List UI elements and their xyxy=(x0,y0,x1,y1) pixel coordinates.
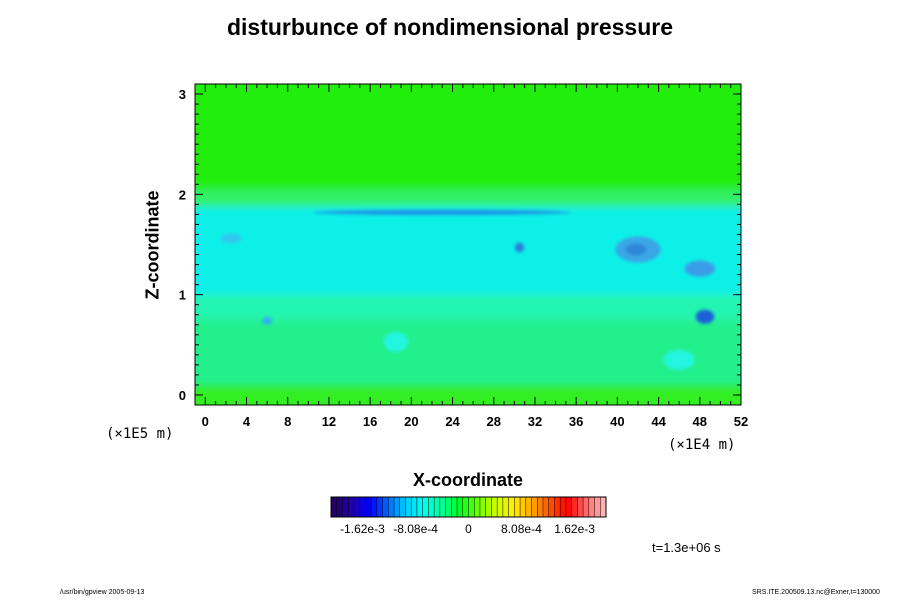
x-tick-label: 4 xyxy=(243,414,251,429)
colorbar-cell xyxy=(342,497,349,517)
colorbar-tick-label: 8.08e-4 xyxy=(501,522,542,536)
colorbar-cell xyxy=(353,497,360,517)
colorbar-cell xyxy=(451,497,458,517)
colorbar-cell xyxy=(474,497,481,517)
x-tick-label: 32 xyxy=(528,414,542,429)
colorbar-cell xyxy=(508,497,515,517)
colorbar-cell xyxy=(571,497,578,517)
colorbar-cell xyxy=(422,497,429,517)
field-feature xyxy=(261,316,273,325)
colorbar-cell xyxy=(594,497,601,517)
colorbar-cell xyxy=(548,497,555,517)
colorbar-cell xyxy=(514,497,521,517)
x-tick-label: 40 xyxy=(610,414,624,429)
colorbar-cell xyxy=(577,497,584,517)
colorbar-cell xyxy=(520,497,527,517)
field-feature xyxy=(313,209,572,215)
colorbar-cell xyxy=(371,497,378,517)
x-axis-unit: (×1E4 m) xyxy=(668,437,736,453)
colorbar-tick-label: -8.08e-4 xyxy=(393,522,438,536)
colorbar-cell xyxy=(479,497,486,517)
x-tick-label: 20 xyxy=(404,414,418,429)
footer-source: SRS.ITE.200509.13.nc@Exner,t=130000 xyxy=(752,589,880,596)
colorbar-cell xyxy=(565,497,572,517)
y-tick-label: 2 xyxy=(179,187,186,202)
colorbar-cell xyxy=(416,497,423,517)
field-feature xyxy=(684,260,716,277)
x-tick-label: 28 xyxy=(487,414,501,429)
colorbar-cell xyxy=(485,497,492,517)
field-feature xyxy=(220,233,242,244)
colorbar-cell xyxy=(336,497,343,517)
field-feature xyxy=(625,243,647,256)
colorbar-cell xyxy=(537,497,544,517)
x-tick-label: 48 xyxy=(693,414,707,429)
field-band xyxy=(195,384,741,405)
colorbar-cell xyxy=(497,497,504,517)
x-tick-label: 8 xyxy=(284,414,291,429)
field-band xyxy=(195,84,741,190)
colorbar-cell xyxy=(428,497,435,517)
colorbar-tick-label: 1.62e-3 xyxy=(554,522,595,536)
footer-command: /usr/bin/gpview 2005-09-13 xyxy=(60,589,145,596)
colorbar-cell xyxy=(434,497,441,517)
colorbar-tick-label: 0 xyxy=(465,522,472,536)
y-tick-label: 1 xyxy=(179,288,186,303)
colorbar-cell xyxy=(388,497,395,517)
x-tick-label: 24 xyxy=(445,414,460,429)
colorbar-cell xyxy=(348,497,355,517)
field-feature xyxy=(514,242,525,253)
colorbar-cell xyxy=(542,497,550,517)
chart-title: disturbunce of nondimensional pressure xyxy=(226,14,673,40)
colorbar-tick-label: -1.62e-3 xyxy=(340,522,385,536)
field-feature xyxy=(695,309,715,324)
x-axis-label: X-coordinate xyxy=(412,470,524,490)
field-band xyxy=(195,294,741,320)
colorbar-cell xyxy=(376,497,383,517)
x-tick-label: 0 xyxy=(202,414,209,429)
y-tick-label: 3 xyxy=(179,87,186,102)
z-axis-unit: (×1E5 m) xyxy=(106,426,174,442)
colorbar-cell xyxy=(439,497,446,517)
colorbar-cell xyxy=(525,497,532,517)
colorbar-cell xyxy=(382,497,389,517)
time-label: t=1.3e+06 s xyxy=(652,540,721,555)
field-band xyxy=(195,206,741,295)
field-band xyxy=(195,189,741,207)
x-tick-label: 16 xyxy=(363,414,377,429)
colorbar-cell xyxy=(583,497,590,517)
colorbar-cell xyxy=(600,497,607,517)
colorbar-cell xyxy=(502,497,509,517)
colorbar-cell xyxy=(359,497,366,517)
colorbar-cell xyxy=(491,497,498,517)
x-tick-label: 12 xyxy=(322,414,336,429)
y-tick-label: 0 xyxy=(179,388,186,403)
colorbar-cell xyxy=(462,497,469,517)
field-feature xyxy=(383,331,409,352)
field-feature xyxy=(663,349,695,370)
colorbar-cell xyxy=(405,497,412,517)
colorbar-cell xyxy=(394,497,401,517)
colorbar-cell xyxy=(457,497,464,517)
colorbar-cell xyxy=(588,497,595,517)
colorbar-frame xyxy=(330,496,607,518)
colorbar-cell xyxy=(399,497,406,517)
colorbar-cell xyxy=(411,497,418,517)
colorbar-cell xyxy=(331,497,338,517)
colorbar-cell xyxy=(531,497,538,517)
x-tick-label: 52 xyxy=(734,414,748,429)
colorbar-cell xyxy=(445,497,452,517)
field-band xyxy=(195,319,741,385)
colorbar-cell xyxy=(560,497,567,517)
colorbar-cell xyxy=(468,497,475,517)
x-tick-label: 44 xyxy=(651,414,666,429)
colorbar-cell xyxy=(554,497,561,517)
x-tick-label: 36 xyxy=(569,414,583,429)
colorbar-cell xyxy=(365,497,372,517)
